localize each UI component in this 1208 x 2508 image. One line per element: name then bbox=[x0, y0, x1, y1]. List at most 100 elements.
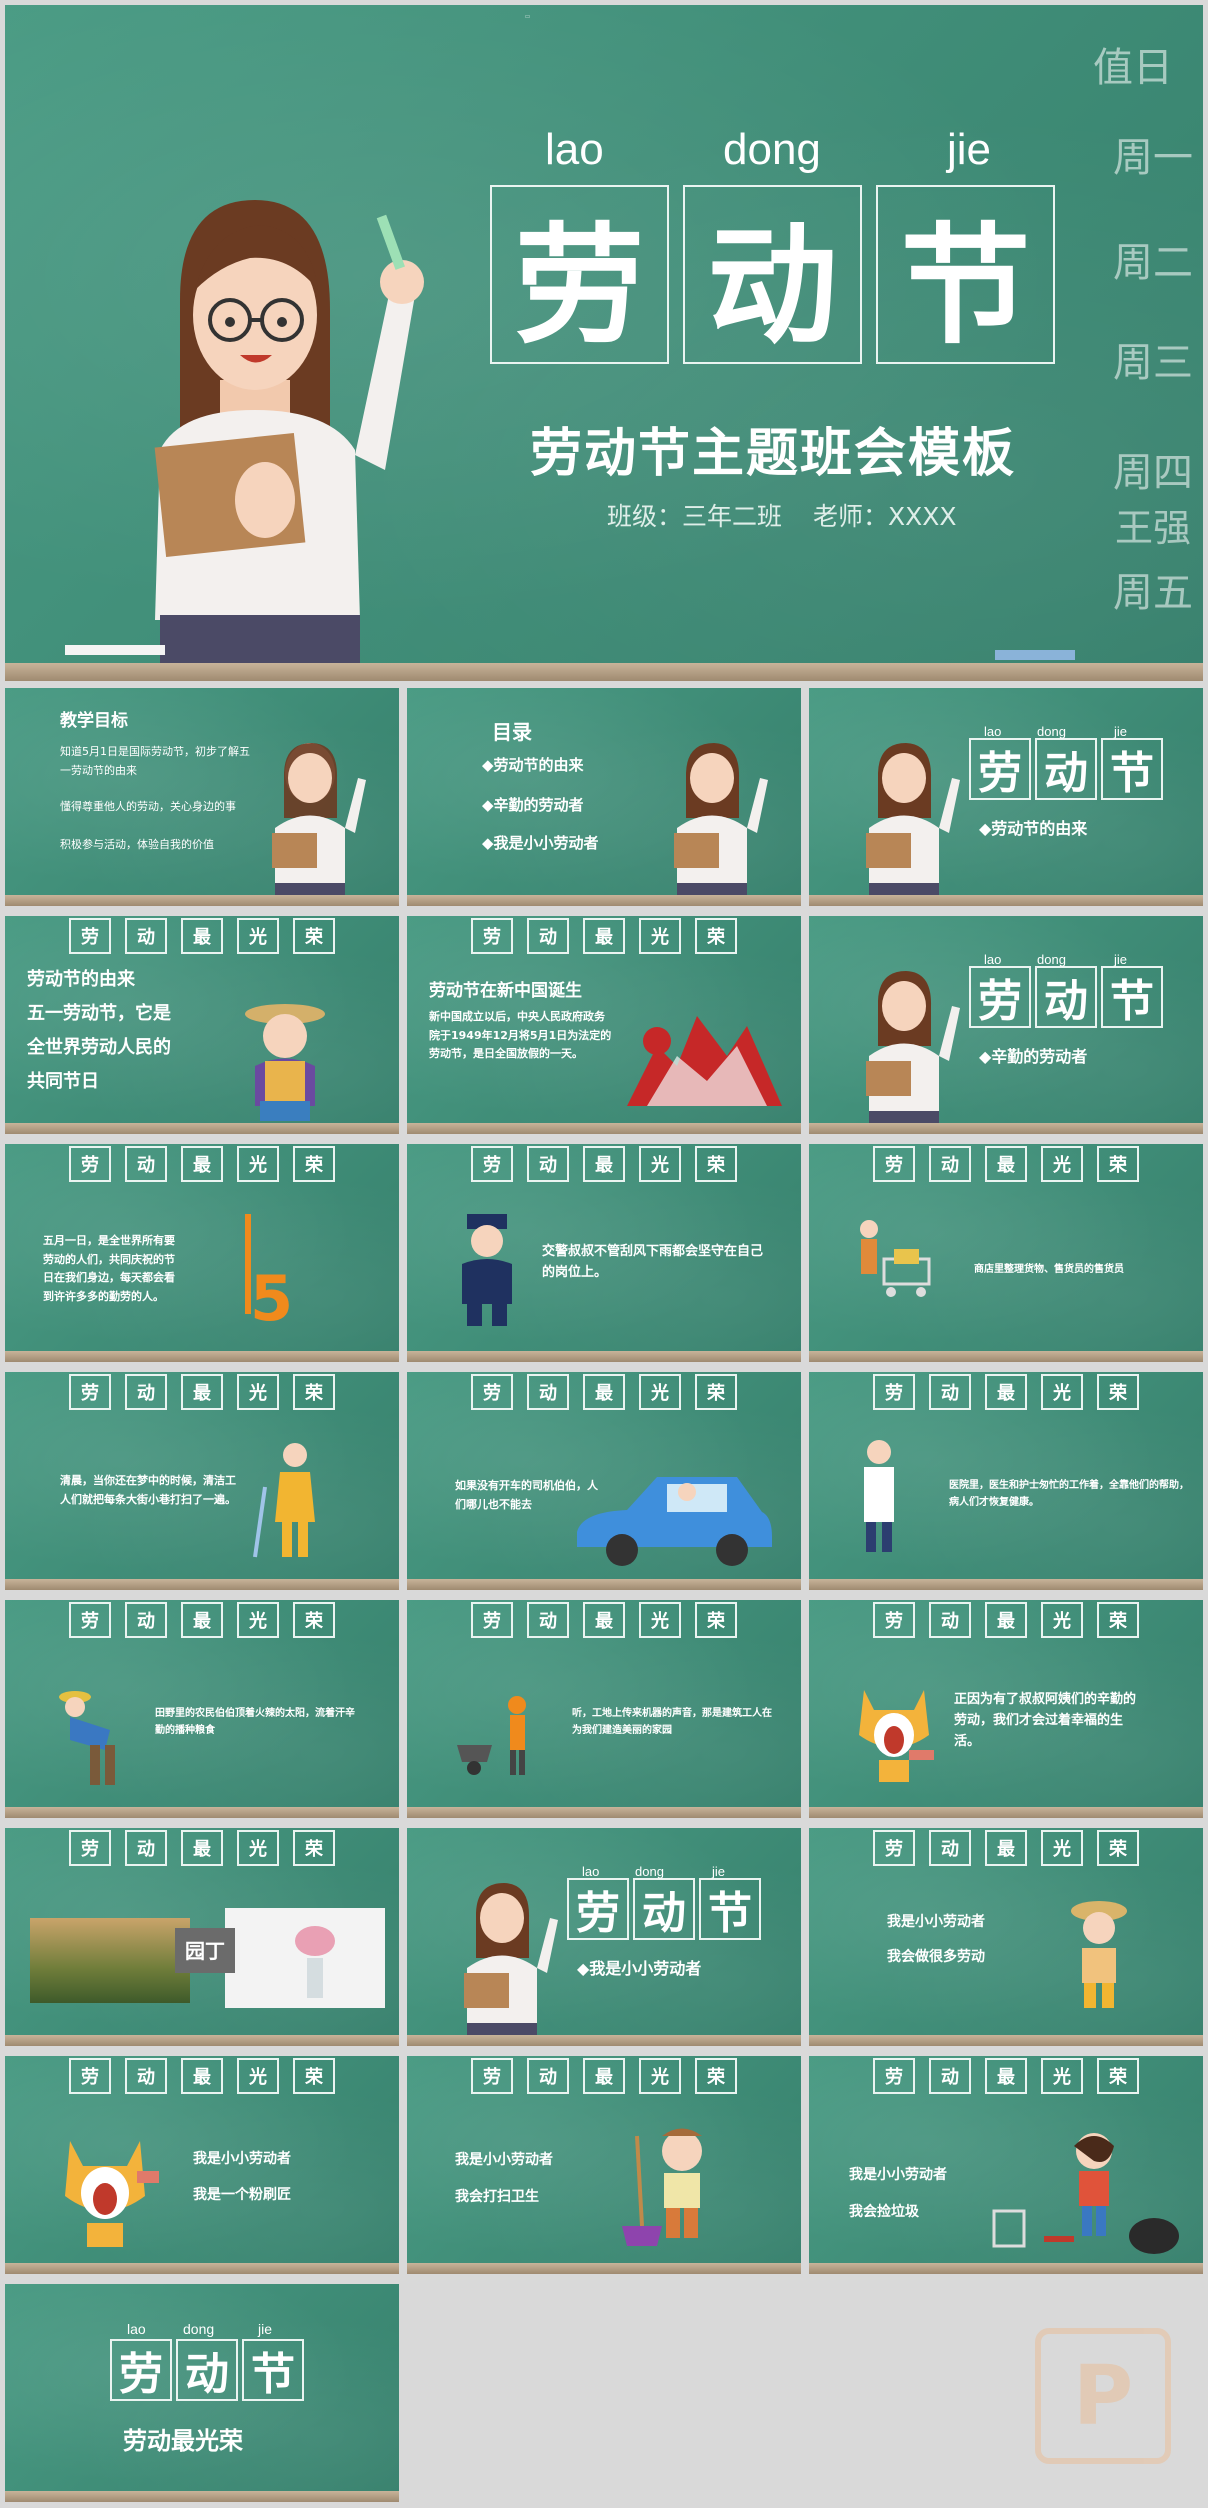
title-char-cell: 动 bbox=[1035, 966, 1097, 1028]
toc-title: 目录 bbox=[492, 720, 532, 744]
slide-kid-1[interactable]: 劳动最光荣 我是小小劳动者 我会做很多劳动 bbox=[809, 1828, 1203, 2046]
slide-header: 劳动最光荣 bbox=[809, 1828, 1203, 1867]
doctor-icon bbox=[864, 1440, 894, 1552]
header-char-cell: 劳 bbox=[471, 1601, 513, 1638]
kid4-line-2: 我会捡垃圾 bbox=[849, 2204, 919, 2220]
slide-section-1[interactable]: 劳 动 节 lao dong jie ◆劳动节的由来 bbox=[809, 688, 1203, 906]
teacher-illustration bbox=[154, 200, 424, 680]
header-char-cell: 劳 bbox=[471, 917, 513, 954]
header-char-cell: 动 bbox=[527, 917, 569, 954]
header-char-cell: 最 bbox=[181, 1145, 223, 1182]
garden-photo bbox=[30, 1918, 190, 2003]
header-char-cell: 最 bbox=[583, 917, 625, 954]
header-char-cell: 光 bbox=[1041, 1373, 1083, 1410]
header-char-cell: 劳 bbox=[69, 2057, 111, 2094]
toc-item-2[interactable]: ◆辛勤的劳动者 bbox=[482, 796, 584, 814]
slide-ending[interactable]: 劳 动 节 lao dong jie 劳动最光荣 bbox=[5, 2284, 399, 2502]
slide-section-2[interactable]: 劳 动 节 lao dong jie ◆辛勤的劳动者 bbox=[809, 916, 1203, 1134]
goals-item-3: 积极参与活动，体验自我的价值 bbox=[60, 838, 214, 851]
teacher-small-icon bbox=[866, 971, 960, 1126]
toc-item-1[interactable]: ◆劳动节的由来 bbox=[482, 756, 584, 774]
slide-gardener[interactable]: 劳动最光荣 园丁 bbox=[5, 1828, 399, 2046]
slide-driver[interactable]: 劳动最光荣 如果没有开车的司机伯伯，人们哪儿也不能去 bbox=[407, 1372, 801, 1590]
old-farmer-icon bbox=[245, 1004, 325, 1121]
header-char-cell: 光 bbox=[1041, 1829, 1083, 1866]
header-char-cell: 动 bbox=[929, 1145, 971, 1182]
shop-text: 商店里整理货物、售货员的售货员 bbox=[974, 1264, 1124, 1275]
header-char-cell: 劳 bbox=[471, 2057, 513, 2094]
header-char-cell: 光 bbox=[237, 1601, 279, 1638]
header-char-cell: 荣 bbox=[1097, 1601, 1139, 1638]
header-char-cell: 荣 bbox=[1097, 1829, 1139, 1866]
cat-mascot-icon bbox=[65, 2141, 159, 2247]
flowers-photo bbox=[225, 1908, 385, 2008]
title-char-1: 劳 bbox=[490, 185, 669, 364]
header-char-cell: 动 bbox=[125, 2057, 167, 2094]
header-char-cell: 动 bbox=[527, 1601, 569, 1638]
slide-kid-2[interactable]: 劳动最光荣 我是小小劳动者 我是一个粉刷匠 bbox=[5, 2056, 399, 2274]
origin-line-2: 全世界劳动人民的 bbox=[27, 1037, 171, 1058]
schedule-name: 王强 bbox=[1115, 506, 1192, 550]
slide-thanks[interactable]: 劳动最光荣 正因为有了叔叔阿姨们的辛勤的劳动，我们才会过着幸福的生活。 bbox=[809, 1600, 1203, 1818]
farmer-icon bbox=[59, 1691, 115, 1785]
header-char-cell: 荣 bbox=[293, 917, 335, 954]
pinyin-label: jie bbox=[1114, 952, 1128, 967]
header-char-cell: 荣 bbox=[695, 917, 737, 954]
header-char-cell: 劳 bbox=[69, 1145, 111, 1182]
pinyin-label: jie bbox=[1114, 724, 1128, 739]
header-char-cell: 光 bbox=[639, 917, 681, 954]
teacher-info: 老师：XXXX bbox=[813, 502, 957, 531]
title-char-cell: 动 bbox=[176, 2339, 238, 2401]
slide-goals[interactable]: 教学目标 知道5月1日是国际劳动节，初步了解五一劳动节的由来 懂得尊重他人的劳动… bbox=[5, 688, 399, 906]
header-char-cell: 动 bbox=[125, 1145, 167, 1182]
schedule-1: 周一 bbox=[1113, 135, 1193, 181]
header-char-cell: 光 bbox=[1041, 1145, 1083, 1182]
header-char-cell: 最 bbox=[181, 917, 223, 954]
slide-origin[interactable]: 劳动最光荣 劳动节的由来 五一劳动节，它是 全世界劳动人民的 共同节日 bbox=[5, 916, 399, 1134]
slide-header: 劳动最光荣 bbox=[809, 1144, 1203, 1183]
teacher-small-icon bbox=[464, 1883, 558, 2038]
slide-cleaner[interactable]: 劳动最光荣 清晨，当你还在梦中的时候，清洁工人们就把每条大街小巷打扫了一遍。 bbox=[5, 1372, 399, 1590]
kid2-line-1: 我是小小劳动者 bbox=[193, 2151, 291, 2167]
gardener-label: 园丁 bbox=[175, 1928, 235, 1973]
slide-newchina[interactable]: 劳动最光荣 劳动节在新中国诞生 新中国成立以后，中央人民政府政务院于1949年1… bbox=[407, 916, 801, 1134]
slide-kid-3[interactable]: 劳动最光荣 我是小小劳动者 我会打扫卫生 bbox=[407, 2056, 801, 2274]
pinyin-label: lao bbox=[984, 724, 1002, 739]
kid3-line-1: 我是小小劳动者 bbox=[455, 2152, 553, 2168]
header-char-cell: 光 bbox=[639, 1145, 681, 1182]
title-char-cell: 动 bbox=[633, 1878, 695, 1940]
slide-mayday[interactable]: 劳动最光荣 五月一日，是全世界所有要劳动的人们，共同庆祝的节日在我们身边，每天都… bbox=[5, 1144, 399, 1362]
slide-header: 劳动最光荣 bbox=[5, 1372, 399, 1411]
slide-doctor[interactable]: 劳动最光荣 医院里，医生和护士匆忙的工作着，全靠他们的帮助，病人们才恢复健康。 bbox=[809, 1372, 1203, 1590]
title-char-2: 动 bbox=[683, 185, 862, 364]
slide-police[interactable]: 劳动最光荣 交警叔叔不管刮风下雨都会坚守在自己的岗位上。 bbox=[407, 1144, 801, 1362]
eraser bbox=[995, 650, 1075, 660]
header-char-cell: 劳 bbox=[873, 1145, 915, 1182]
header-char-cell: 最 bbox=[181, 1829, 223, 1866]
police-icon bbox=[462, 1214, 512, 1326]
header-char-cell: 动 bbox=[527, 1145, 569, 1182]
teacher-small-icon bbox=[866, 743, 960, 898]
hero-slide[interactable]: 劳 动 节 lao dong jie 劳动节主题班会模板 班级：三年二班 老师：… bbox=[5, 5, 1203, 681]
slide-toc[interactable]: 目录 ◆劳动节的由来 ◆辛勤的劳动者 ◆我是小小劳动者 bbox=[407, 688, 801, 906]
header-char-cell: 荣 bbox=[293, 1373, 335, 1410]
child-litter-icon bbox=[992, 2133, 1179, 2254]
slide-shop[interactable]: 劳动最光荣 商店里整理货物、售货员的售货员 bbox=[809, 1144, 1203, 1362]
slide-farmer[interactable]: 劳动最光荣 田野里的农民伯伯顶着火辣的太阳，流着汗辛勤的播种粮食 bbox=[5, 1600, 399, 1818]
pinyin-label: jie bbox=[712, 1864, 726, 1879]
slide-section-3[interactable]: 劳 动 节 lao dong jie ◆我是小小劳动者 bbox=[407, 1828, 801, 2046]
shopper-cart-icon bbox=[860, 1220, 931, 1297]
workers-poster-icon bbox=[627, 1016, 782, 1106]
header-char-cell: 劳 bbox=[69, 1373, 111, 1410]
slide-header: 劳动最光荣 bbox=[5, 1828, 399, 1867]
slide-builder[interactable]: 劳动最光荣 听，工地上传来机器的声音，那是建筑工人在为我们建造美丽的家园 bbox=[407, 1600, 801, 1818]
mini-title: 劳 动 节 bbox=[110, 2339, 304, 2401]
toc-item-3[interactable]: ◆我是小小劳动者 bbox=[482, 834, 599, 852]
title-char-cell: 劳 bbox=[969, 966, 1031, 1028]
slide-kid-4[interactable]: 劳动最光荣 我是小小劳动者 我会捡垃圾 bbox=[809, 2056, 1203, 2274]
header-char-cell: 最 bbox=[583, 2057, 625, 2094]
chalk-piece bbox=[65, 645, 165, 655]
mini-title: 劳 动 节 bbox=[969, 966, 1163, 1028]
hero-subtitle: 劳动节主题班会模板 bbox=[530, 424, 1017, 484]
section-label: ◆辛勤的劳动者 bbox=[979, 1047, 1088, 1066]
